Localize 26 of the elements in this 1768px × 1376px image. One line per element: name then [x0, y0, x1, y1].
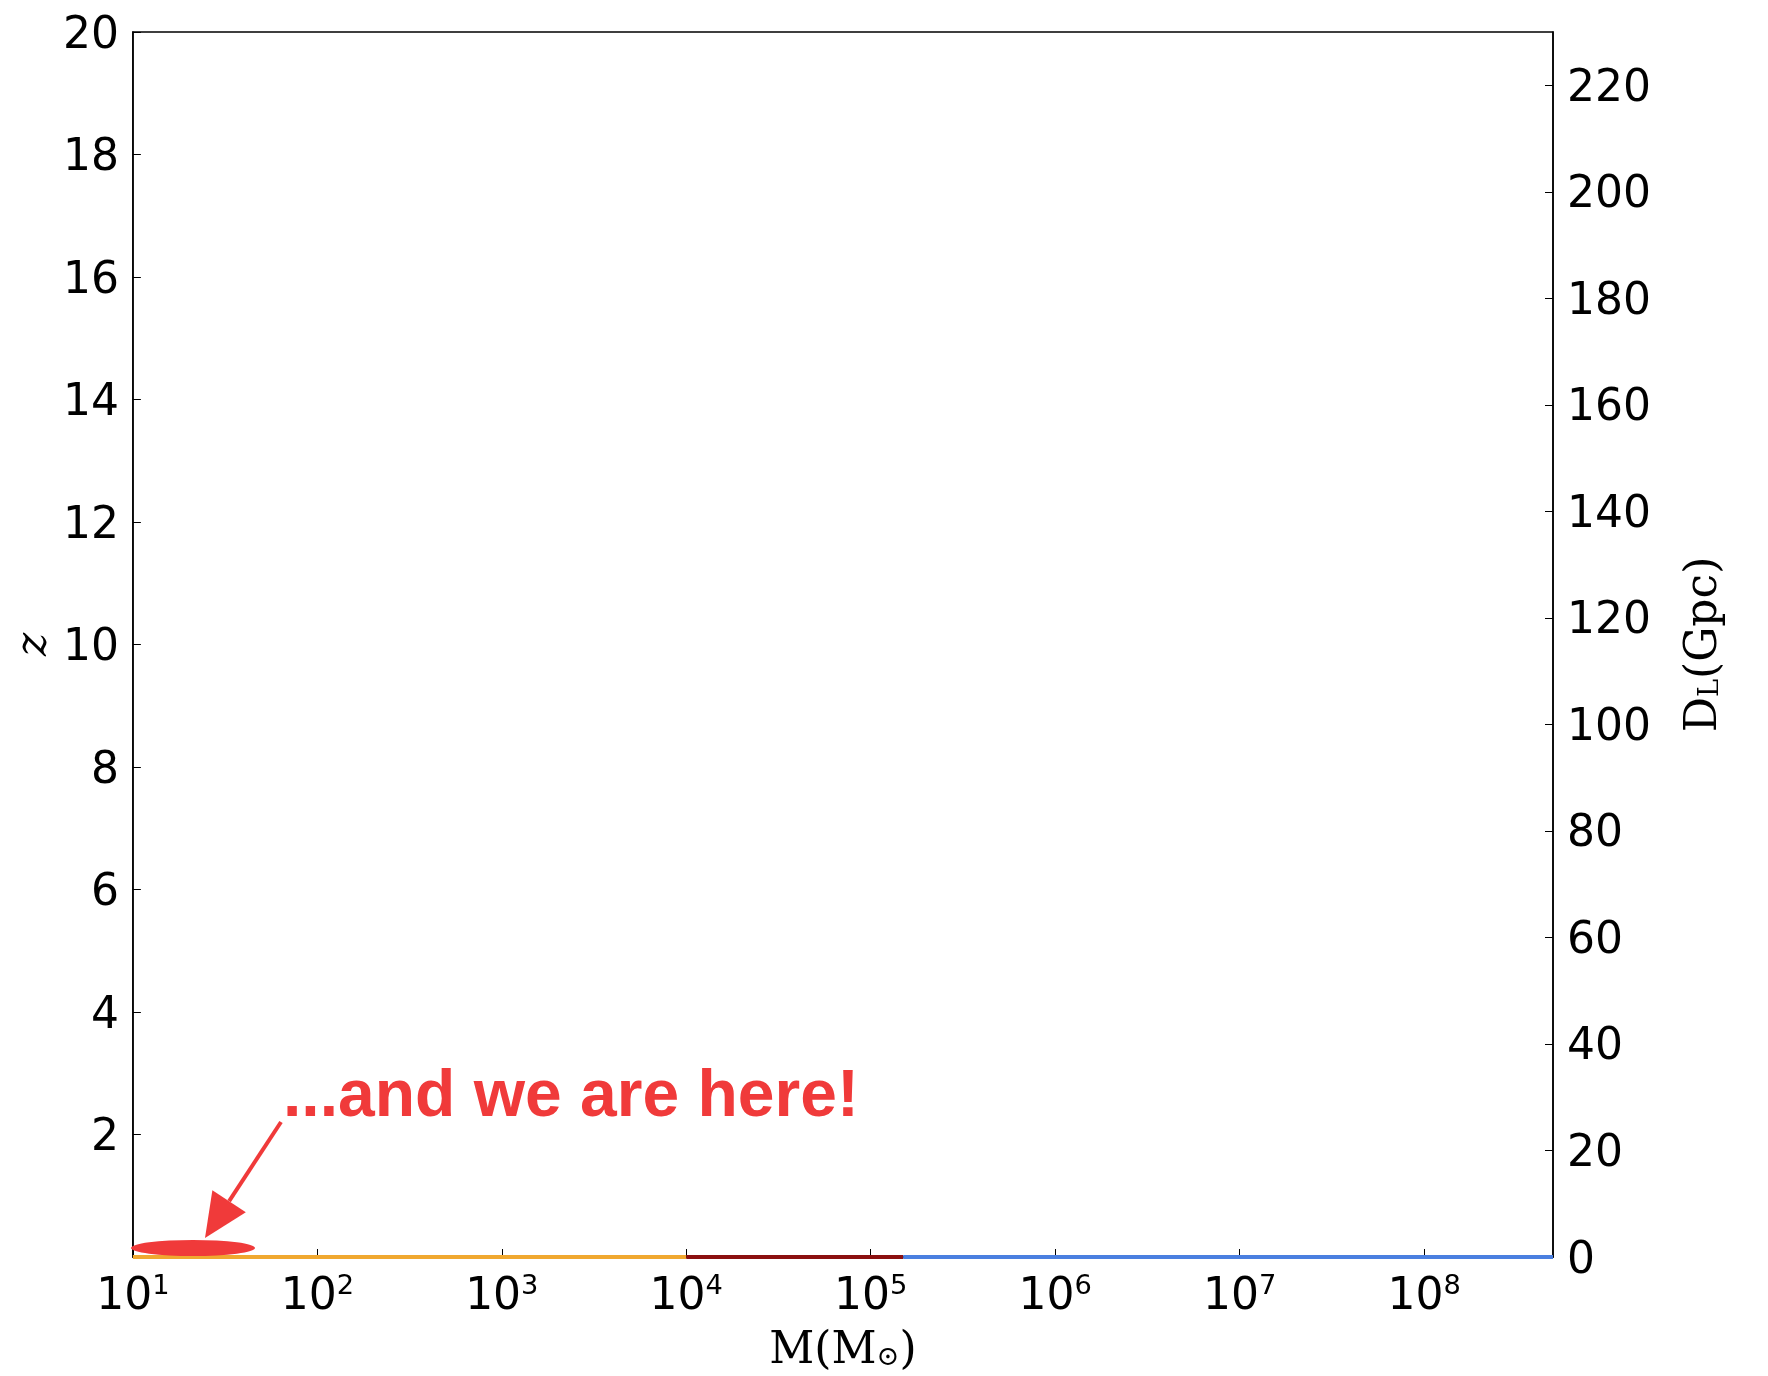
- y2-axis-title: DL(Gpc): [1674, 556, 1726, 733]
- y-tick-label: 14: [62, 374, 119, 425]
- y2-tick-label: 80: [1567, 805, 1623, 857]
- y-tick-label: 6: [90, 864, 119, 915]
- y-tick-label: 8: [90, 741, 119, 793]
- y2-tick-label: 120: [1567, 592, 1651, 644]
- y-tick-label: 2: [90, 1109, 119, 1160]
- y2-tick-label: 160: [1567, 379, 1651, 431]
- y2-tick-label: 40: [1567, 1018, 1623, 1070]
- y2-tick-label: 100: [1567, 698, 1651, 750]
- y2-tick-label: 220: [1567, 59, 1651, 111]
- y2-tick-label: 60: [1567, 911, 1623, 963]
- annotation: ...and we are here!: [283, 1056, 859, 1130]
- y2-tick-label: 0: [1567, 1231, 1595, 1283]
- y-axis-title: z: [4, 632, 56, 658]
- y-tick-label: 10: [62, 619, 119, 670]
- y2-tick-label: 140: [1567, 485, 1651, 537]
- y2-tick-label: 180: [1567, 272, 1651, 324]
- y-tick-label: 12: [62, 496, 119, 548]
- y-tick-label: 16: [62, 251, 119, 303]
- y2-tick-label: 200: [1567, 166, 1651, 218]
- y2-tick-label: 20: [1567, 1124, 1623, 1176]
- x-axis-title: M(M⊙): [769, 1321, 917, 1373]
- y-tick-label: 20: [62, 6, 119, 58]
- y-tick-label: 18: [62, 129, 119, 180]
- y-tick-label: 4: [90, 986, 119, 1038]
